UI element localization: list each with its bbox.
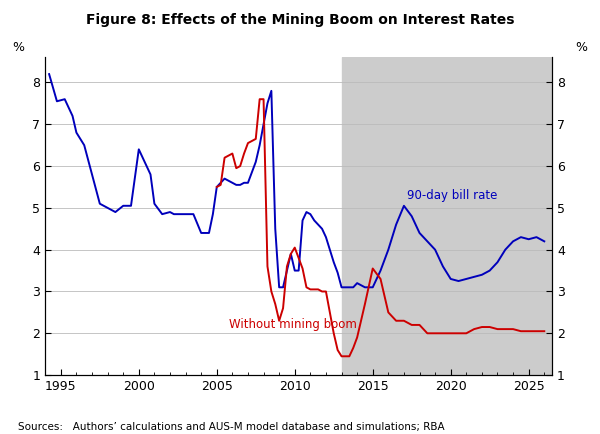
Text: %: % [12, 41, 24, 54]
Text: Sources:   Authors’ calculations and AUS-M model database and simulations; RBA: Sources: Authors’ calculations and AUS-M… [18, 422, 445, 432]
Bar [341, 57, 552, 375]
Text: Without mining boom: Without mining boom [229, 318, 357, 331]
Text: %: % [575, 41, 587, 54]
Text: Figure 8: Effects of the Mining Boom on Interest Rates: Figure 8: Effects of the Mining Boom on … [86, 13, 514, 27]
Text: 90-day bill rate: 90-day bill rate [407, 189, 497, 202]
